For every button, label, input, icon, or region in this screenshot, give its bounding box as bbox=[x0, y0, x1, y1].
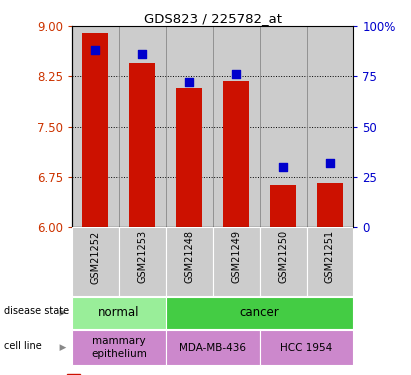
Bar bbox=[223, 81, 249, 227]
Text: mammary
epithelium: mammary epithelium bbox=[91, 336, 147, 359]
Bar bbox=[270, 185, 296, 227]
FancyBboxPatch shape bbox=[72, 330, 166, 365]
Text: cell line: cell line bbox=[4, 341, 42, 351]
FancyBboxPatch shape bbox=[166, 227, 213, 296]
Text: GSM21250: GSM21250 bbox=[278, 230, 288, 284]
Text: GSM21251: GSM21251 bbox=[325, 230, 335, 284]
Text: normal: normal bbox=[98, 306, 140, 319]
FancyBboxPatch shape bbox=[72, 297, 166, 328]
Text: GSM21253: GSM21253 bbox=[137, 230, 147, 284]
Point bbox=[92, 47, 99, 53]
FancyBboxPatch shape bbox=[260, 227, 307, 296]
Bar bbox=[176, 88, 202, 227]
Text: HCC 1954: HCC 1954 bbox=[280, 343, 332, 352]
Point bbox=[186, 80, 192, 86]
Bar bbox=[317, 183, 343, 227]
Text: GSM21252: GSM21252 bbox=[90, 230, 100, 284]
Bar bbox=[83, 33, 108, 227]
FancyBboxPatch shape bbox=[166, 330, 260, 365]
FancyBboxPatch shape bbox=[213, 227, 260, 296]
Point bbox=[139, 51, 145, 57]
Text: disease state: disease state bbox=[4, 306, 69, 316]
Text: GSM21248: GSM21248 bbox=[184, 230, 194, 284]
Bar bbox=[67, 374, 80, 375]
Point bbox=[280, 164, 286, 170]
FancyBboxPatch shape bbox=[260, 330, 353, 365]
Point bbox=[233, 71, 240, 77]
FancyBboxPatch shape bbox=[307, 227, 353, 296]
Text: MDA-MB-436: MDA-MB-436 bbox=[179, 343, 246, 352]
FancyBboxPatch shape bbox=[166, 297, 353, 328]
Point bbox=[327, 160, 333, 166]
Bar bbox=[129, 63, 155, 227]
Text: cancer: cancer bbox=[240, 306, 279, 319]
FancyBboxPatch shape bbox=[72, 227, 119, 296]
Text: GSM21249: GSM21249 bbox=[231, 230, 241, 284]
FancyBboxPatch shape bbox=[119, 227, 166, 296]
Title: GDS823 / 225782_at: GDS823 / 225782_at bbox=[144, 12, 282, 25]
